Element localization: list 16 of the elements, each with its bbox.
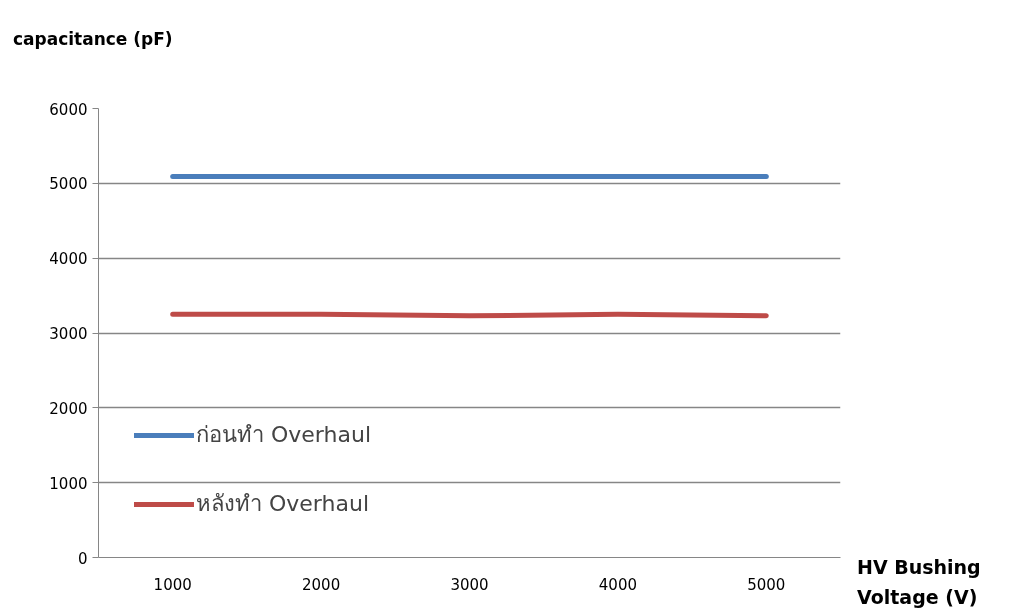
x-tick-label: 2000 bbox=[302, 575, 341, 594]
y-tick-label: 1000 bbox=[49, 474, 88, 493]
x-axis-title: HV Bushing Voltage (V) bbox=[857, 555, 981, 611]
y-tick-label: 4000 bbox=[49, 250, 88, 269]
x-tick-label: 5000 bbox=[747, 575, 786, 594]
y-tick-label: 6000 bbox=[49, 100, 88, 119]
y-tick-label: 2000 bbox=[49, 399, 88, 418]
x-tick-label: 3000 bbox=[450, 575, 489, 594]
x-tick-label: 1000 bbox=[153, 575, 192, 594]
x-tick-label: 4000 bbox=[598, 575, 637, 594]
y-tick-label: 3000 bbox=[49, 325, 88, 343]
y-axis-title: capacitance (pF) bbox=[13, 28, 173, 51]
y-tick-label: 5000 bbox=[49, 175, 88, 194]
legend-label: ก่อนทำ Overhaul bbox=[196, 421, 372, 449]
legend-label: หลังทำ Overhaul bbox=[196, 490, 370, 518]
y-tick-label: 0 bbox=[77, 549, 88, 568]
